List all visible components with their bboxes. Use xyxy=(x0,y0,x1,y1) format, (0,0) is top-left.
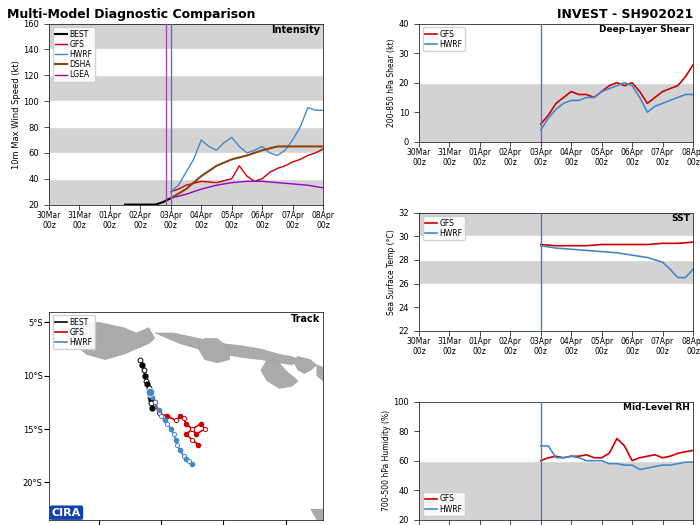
Legend: GFS, HWRF: GFS, HWRF xyxy=(423,216,465,240)
Bar xyxy=(419,24,693,53)
Polygon shape xyxy=(261,360,298,388)
Legend: GFS, HWRF: GFS, HWRF xyxy=(423,492,465,516)
Polygon shape xyxy=(292,356,317,373)
Text: Mid-Level RH: Mid-Level RH xyxy=(624,403,690,412)
Text: CIRA: CIRA xyxy=(52,508,81,518)
Bar xyxy=(49,49,323,75)
Text: Multi-Model Diagnostic Comparison: Multi-Model Diagnostic Comparison xyxy=(7,8,256,21)
Text: INVEST - SH902021: INVEST - SH902021 xyxy=(556,8,693,21)
Bar xyxy=(419,53,693,82)
Text: Deep-Layer Shear: Deep-Layer Shear xyxy=(599,25,690,34)
Polygon shape xyxy=(199,338,230,363)
Polygon shape xyxy=(62,322,155,360)
Bar xyxy=(49,101,323,127)
Polygon shape xyxy=(317,365,329,381)
Legend: GFS, HWRF: GFS, HWRF xyxy=(423,27,465,51)
Text: Track: Track xyxy=(291,314,321,324)
Y-axis label: 10m Max Wind Speed (kt): 10m Max Wind Speed (kt) xyxy=(12,60,20,169)
Bar xyxy=(49,153,323,178)
Y-axis label: Sea Surface Temp (°C): Sea Surface Temp (°C) xyxy=(387,229,395,314)
Bar xyxy=(419,402,693,431)
Bar xyxy=(419,236,693,260)
Legend: BEST, GFS, HWRF, DSHA, LGEA: BEST, GFS, HWRF, DSHA, LGEA xyxy=(52,27,95,81)
Y-axis label: 700-500 hPa Humidity (%): 700-500 hPa Humidity (%) xyxy=(382,410,391,511)
Bar xyxy=(419,284,693,331)
Y-axis label: 200-850 hPa Shear (kt): 200-850 hPa Shear (kt) xyxy=(387,38,395,127)
Text: SST: SST xyxy=(671,214,690,223)
Text: Intensity: Intensity xyxy=(272,25,321,35)
Legend: BEST, GFS, HWRF: BEST, GFS, HWRF xyxy=(52,316,95,349)
Bar xyxy=(419,431,693,461)
Polygon shape xyxy=(311,509,335,525)
Polygon shape xyxy=(155,333,298,365)
